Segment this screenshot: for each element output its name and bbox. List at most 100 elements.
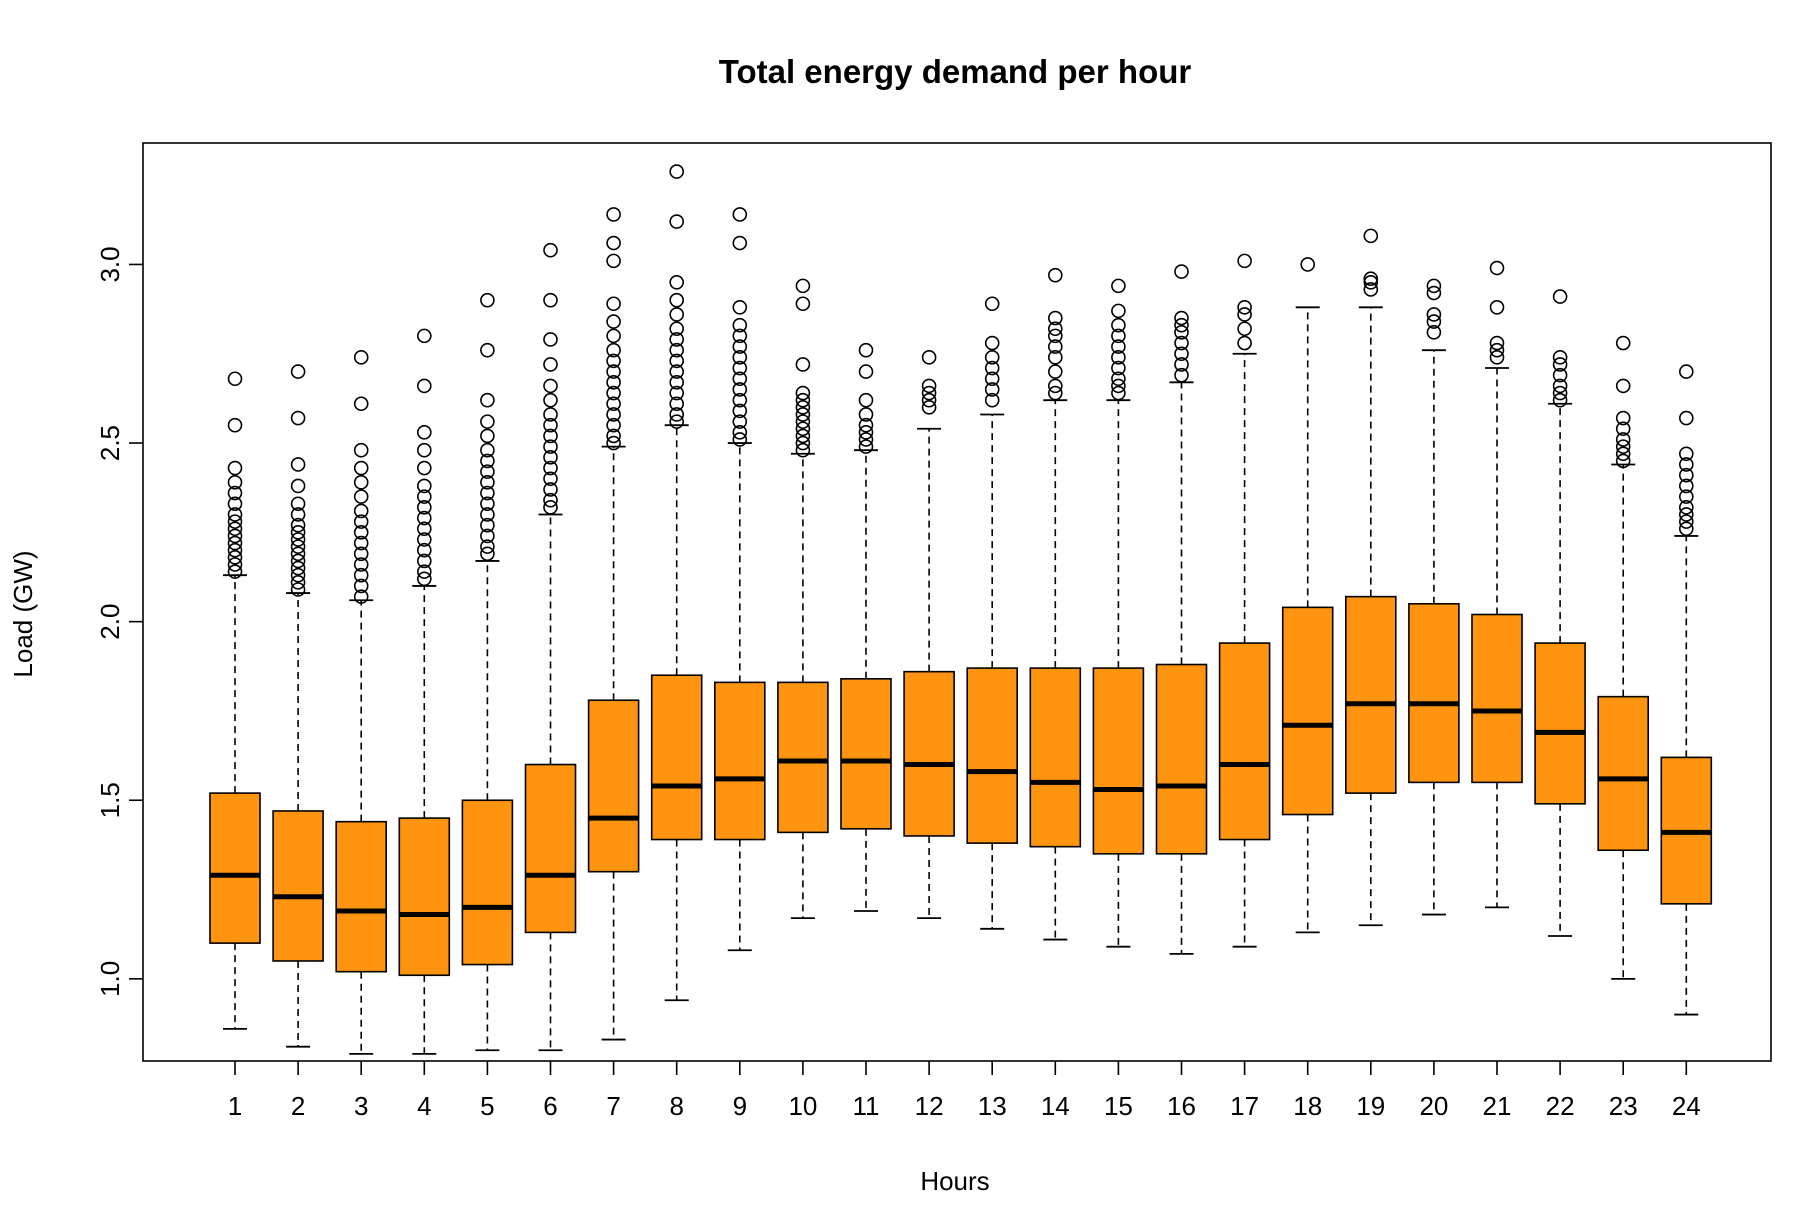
x-tick-label-8: 8: [669, 1091, 683, 1121]
outlier-hour-15-9: [1111, 278, 1126, 294]
outlier-hour-1-2: [227, 550, 243, 565]
outlier-hour-15-8: [1111, 303, 1126, 319]
outlier-hour-14-2: [1048, 364, 1063, 379]
outlier-hour-3-13: [353, 396, 369, 412]
x-tick-label-2: 2: [291, 1091, 305, 1121]
outlier-hour-6-14: [543, 292, 558, 308]
outlier-hour-10-5: [795, 407, 811, 422]
box-hour-22: [1534, 642, 1586, 805]
outlier-hour-20-4: [1426, 278, 1442, 294]
outlier-hour-15-6: [1111, 328, 1126, 344]
outlier-hour-4-7: [416, 500, 432, 515]
outlier-hour-24-9: [1679, 410, 1694, 426]
x-tick-label-20: 20: [1419, 1091, 1448, 1121]
outlier-hour-7-13: [606, 253, 621, 269]
outlier-hour-2-8: [290, 525, 306, 540]
outlier-hour-2-6: [290, 539, 306, 554]
outlier-hour-10-4: [795, 414, 811, 429]
outlier-hour-8-6: [669, 353, 685, 369]
outlier-hour-1-1: [227, 557, 243, 572]
outlier-hour-15-0: [1111, 385, 1126, 401]
outlier-hour-2-13: [290, 457, 306, 472]
outlier-hour-22-2: [1552, 378, 1568, 394]
outlier-hour-13-2: [984, 371, 1000, 387]
outlier-hour-8-13: [669, 214, 685, 229]
outlier-hour-8-12: [669, 275, 685, 290]
x-tick-label-13: 13: [978, 1091, 1007, 1121]
outlier-hour-23-3: [1615, 432, 1631, 447]
x-axis-label: Hours: [920, 1166, 989, 1196]
outlier-hour-5-11: [480, 428, 495, 444]
outlier-hour-14-1: [1048, 378, 1063, 394]
outlier-hour-16-5: [1174, 317, 1189, 333]
outlier-hour-5-14: [480, 342, 495, 358]
outlier-hour-8-1: [669, 407, 685, 422]
outlier-hour-22-6: [1552, 289, 1568, 304]
outlier-hour-5-10: [480, 442, 495, 458]
outlier-hour-4-11: [416, 442, 432, 458]
outlier-hour-20-2: [1426, 307, 1442, 322]
outlier-hour-3-9: [353, 489, 369, 504]
outlier-hour-21-4: [1489, 260, 1505, 276]
outlier-hour-7-12: [606, 296, 621, 312]
y-tick-label-4: 3.0: [95, 246, 125, 282]
outlier-hour-8-11: [669, 292, 685, 308]
box-hour-16: [1155, 663, 1208, 855]
outlier-hour-3-2: [353, 567, 369, 583]
outlier-hour-5-5: [480, 496, 495, 512]
box-hour-6: [524, 763, 577, 934]
outlier-hour-8-4: [669, 375, 685, 390]
outlier-hour-13-1: [984, 382, 1000, 397]
outlier-hour-4-14: [416, 328, 432, 344]
x-tick-label-9: 9: [733, 1091, 747, 1121]
outlier-hour-21-3: [1489, 300, 1505, 315]
outlier-hour-7-6: [606, 375, 621, 390]
outlier-hour-11-5: [858, 392, 874, 408]
outlier-hour-1-4: [227, 535, 243, 551]
outlier-hour-17-2: [1237, 307, 1252, 322]
chart-title: Total energy demand per hour: [719, 53, 1192, 90]
x-tick-label-12: 12: [915, 1091, 944, 1121]
plot-frame: [142, 142, 1772, 1062]
outlier-hour-22-0: [1552, 392, 1568, 408]
outlier-hour-6-10: [543, 392, 558, 408]
outlier-hour-4-6: [416, 510, 432, 526]
outlier-hour-24-6: [1679, 467, 1694, 483]
outlier-hour-4-5: [416, 521, 432, 537]
outlier-hour-20-1: [1426, 314, 1442, 329]
outlier-hour-8-14: [669, 164, 685, 179]
x-tick-label-7: 7: [606, 1091, 620, 1121]
outlier-hour-11-3: [858, 417, 874, 433]
outlier-hour-5-15: [480, 292, 495, 308]
outlier-hour-6-11: [543, 378, 558, 394]
outlier-hour-15-7: [1111, 317, 1126, 333]
outlier-hour-8-9: [669, 321, 685, 337]
outlier-hour-14-3: [1048, 350, 1063, 365]
outlier-hour-2-11: [290, 496, 306, 512]
outlier-hour-15-3: [1111, 360, 1126, 376]
outlier-hour-15-1: [1111, 378, 1126, 394]
outlier-hour-6-4: [543, 460, 558, 476]
outlier-hour-9-0: [732, 432, 748, 447]
outlier-hour-23-5: [1615, 410, 1631, 426]
outlier-hour-16-0: [1174, 367, 1189, 383]
outlier-hour-11-1: [858, 432, 874, 447]
outlier-hour-23-7: [1615, 335, 1631, 351]
outlier-hour-2-10: [290, 507, 306, 522]
outlier-hour-9-1: [732, 425, 748, 440]
outlier-hour-9-8: [732, 350, 748, 365]
outlier-hour-6-0: [543, 500, 558, 515]
outlier-hour-9-7: [732, 360, 748, 376]
outlier-hour-13-4: [984, 350, 1000, 365]
x-tick-label-17: 17: [1230, 1091, 1259, 1121]
box-hour-8: [650, 674, 703, 841]
outlier-hour-13-0: [984, 392, 1000, 408]
outlier-hour-6-2: [543, 482, 558, 497]
outlier-hour-2-3: [290, 560, 306, 576]
outlier-hour-8-8: [669, 332, 685, 347]
box-hour-9: [713, 681, 766, 841]
outlier-hour-6-1: [543, 492, 558, 508]
outlier-hour-10-7: [795, 392, 811, 408]
outlier-hour-6-7: [543, 428, 558, 444]
outlier-hour-2-7: [290, 532, 306, 547]
